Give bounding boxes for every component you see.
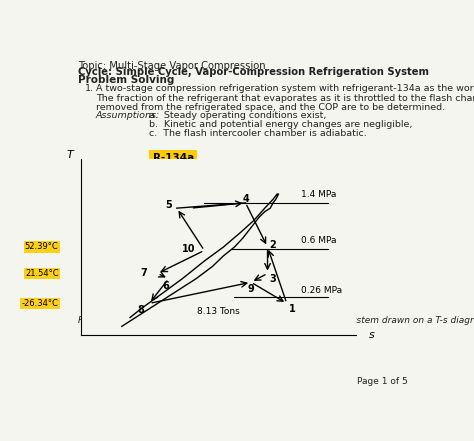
Text: T: T [66,150,73,160]
Text: Page 1 of 5: Page 1 of 5 [357,377,408,386]
Text: 3: 3 [270,274,276,284]
Text: 52.39°C: 52.39°C [25,243,59,251]
Text: removed from the refrigerated space, and the COP are to be determined.: removed from the refrigerated space, and… [96,103,445,112]
Text: 1: 1 [289,304,296,314]
Text: b.  Kinetic and potential energy changes are negligible,: b. Kinetic and potential energy changes … [149,120,413,129]
Text: R-134a: R-134a [153,153,194,163]
Text: 21.54°C: 21.54°C [25,269,59,278]
Text: Cycle: Simple Cycle, Vapor-Compression Refrigeration System: Cycle: Simple Cycle, Vapor-Compression R… [78,67,428,77]
Text: Problem Solving: Problem Solving [78,75,174,85]
Text: -26.34°C: -26.34°C [22,299,59,308]
Text: 0.6 MPa: 0.6 MPa [301,236,336,245]
Text: 1.: 1. [85,84,94,93]
Text: s: s [369,330,375,340]
Text: c.  The flash intercooler chamber is adiabatic.: c. The flash intercooler chamber is adia… [149,129,367,138]
Text: 8.13 Tons: 8.13 Tons [197,307,239,316]
Text: Topic: Multi-Stage Vapor Compression: Topic: Multi-Stage Vapor Compression [78,61,265,71]
Text: 8: 8 [137,306,145,315]
Text: 5: 5 [165,200,172,209]
Text: 10: 10 [182,244,196,254]
Text: a.  Steady operating conditions exist,: a. Steady operating conditions exist, [149,111,327,120]
Text: The fraction of the refrigerant that evaporates as it is throttled to the flash : The fraction of the refrigerant that eva… [96,93,474,103]
Text: 7: 7 [140,269,147,278]
Text: 4: 4 [242,194,249,204]
Text: 6: 6 [163,281,169,291]
Text: 1.4 MPa: 1.4 MPa [301,191,336,199]
Text: 2: 2 [270,240,276,250]
Text: Assumptions:: Assumptions: [96,111,160,120]
Text: 9: 9 [247,284,255,294]
Text: A two-stage compression refrigeration system with refrigerant-134a as the workin: A two-stage compression refrigeration sy… [96,84,474,93]
Text: Figure 1.1 Simple cycle of R-134a multi-stage refrigeration system drawn on a T-: Figure 1.1 Simple cycle of R-134a multi-… [78,316,474,325]
Text: 0.26 MPa: 0.26 MPa [301,287,342,295]
